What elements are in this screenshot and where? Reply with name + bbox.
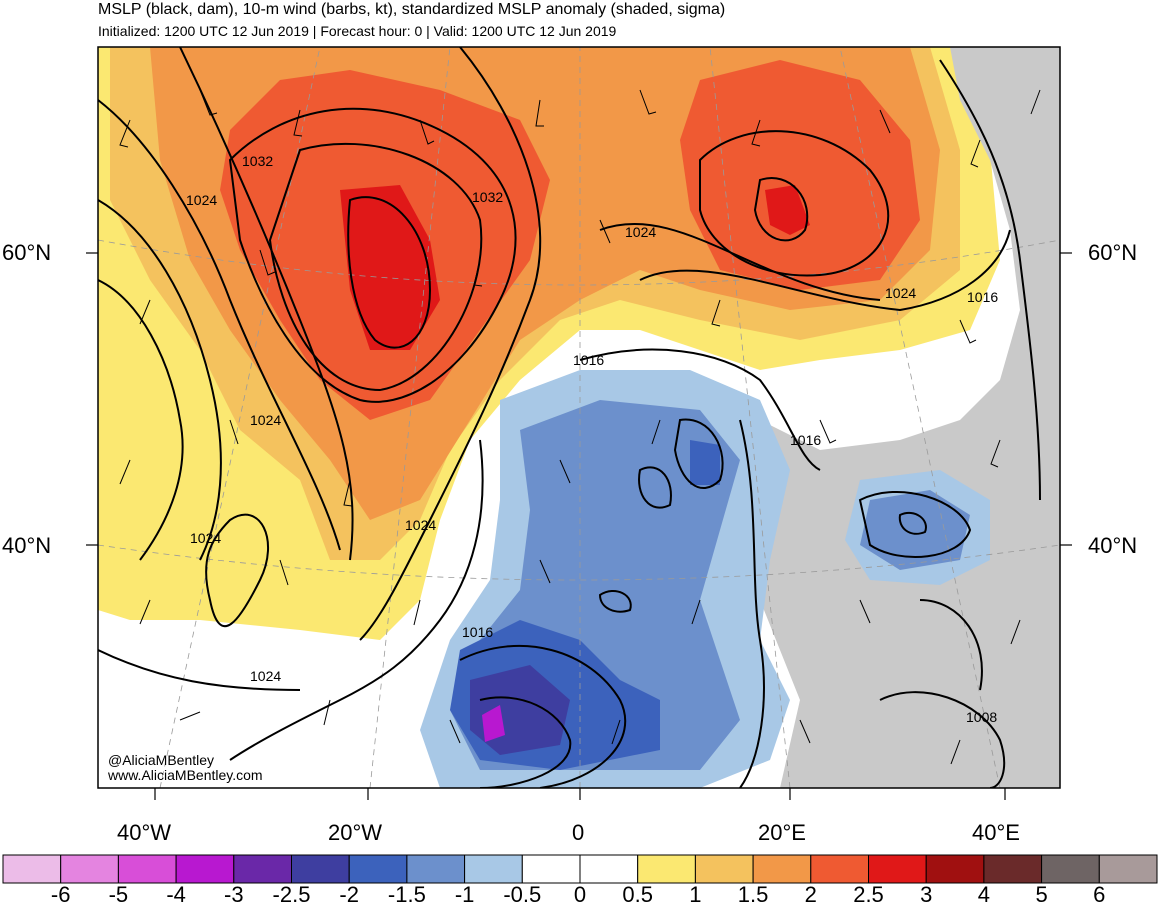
colorbar-swatch <box>694 854 754 884</box>
isobar-label: 1024 <box>625 224 656 240</box>
lon-label-20e: 20°E <box>758 820 806 845</box>
colorbar-swatch <box>291 854 350 884</box>
lat-label-40n-left: 40°N <box>2 533 52 558</box>
isobar-label: 1024 <box>250 412 281 428</box>
colorbar-tick-label: 3 <box>920 882 933 907</box>
map-frame <box>97 46 1061 789</box>
colorbar-tick-label: -6 <box>50 882 71 907</box>
colorbar-swatch <box>1041 854 1100 884</box>
isobar-label: 1024 <box>885 285 916 301</box>
lon-label-0: 0 <box>572 820 585 845</box>
credit-website: www.AliciaMBentley.com <box>108 767 263 783</box>
colorbar-tick-label: 6 <box>1093 882 1106 907</box>
colorbar-tick-label: 1.5 <box>737 882 769 907</box>
colorbar-tick-label: -5 <box>108 882 129 907</box>
credit-handle: @AliciaMBentley <box>108 752 215 768</box>
isobar-label: 1016 <box>967 289 998 305</box>
colorbar-swatch <box>117 854 177 884</box>
colorbar-swatch <box>175 854 235 884</box>
colorbar-tick-label: 0.5 <box>622 882 653 907</box>
map-title: MSLP (black, dam), 10-m wind (barbs, kt)… <box>98 1 726 18</box>
isobar-label: 1024 <box>190 530 221 546</box>
isobar-label: 1024 <box>186 192 217 208</box>
colorbar-swatch <box>233 854 293 884</box>
colorbar-swatch <box>521 854 581 884</box>
colorbar-tick-label: 0 <box>573 882 587 907</box>
isobar-label: 1016 <box>790 432 821 448</box>
colorbar-swatch <box>406 854 466 884</box>
isobar-label: 1016 <box>573 352 604 368</box>
map-subtitle: Initialized: 1200 UTC 12 Jun 2019 | Fore… <box>98 23 617 39</box>
colorbar-swatch <box>2 854 62 884</box>
anomaly-area-red-west <box>340 185 440 350</box>
colorbar-tick-label: -2 <box>339 882 359 907</box>
anomaly-area-red-east <box>765 185 810 235</box>
colorbar-tick-label: 1 <box>689 882 702 907</box>
anomaly-area-redorange-east <box>680 60 920 290</box>
colorbar-tick-label: 5 <box>1035 882 1048 907</box>
colorbar-swatch <box>637 854 696 884</box>
isobar-label: 1032 <box>472 189 503 205</box>
colorbar-tick-label: -2.5 <box>272 882 311 907</box>
colorbar-tick-label: -3 <box>224 882 244 907</box>
colorbar-tick-label: -4 <box>166 882 186 907</box>
colorbar-swatch <box>1098 854 1158 884</box>
anomaly-area-midblue-east <box>860 490 970 570</box>
colorbar-swatch <box>983 854 1043 884</box>
isobar-label: 1008 <box>966 709 997 725</box>
colorbar-tick-label: -1 <box>454 882 475 907</box>
colorbar-tick-label: -1.5 <box>387 882 426 907</box>
colorbar <box>2 854 1158 884</box>
isobars <box>98 47 1041 788</box>
colorbar-swatch <box>464 854 523 884</box>
axis-ticks <box>86 252 1072 800</box>
isobar-label: 1032 <box>242 153 273 169</box>
colorbar-tick-label: 4 <box>977 882 991 907</box>
lon-label-40e: 40°E <box>972 820 1020 845</box>
lat-label-40n-right: 40°N <box>1088 533 1138 558</box>
anomaly-area-blue-north <box>690 440 720 485</box>
lon-label-20w: 20°W <box>328 820 383 845</box>
wind-barbs <box>119 89 1041 765</box>
land-masked-east <box>760 47 1060 788</box>
colorbar-swatch <box>810 854 869 884</box>
colorbar-swatch <box>752 854 812 884</box>
colorbar-swatch <box>868 854 927 884</box>
colorbar-swatch <box>925 854 985 884</box>
colorbar-tick-label: 2 <box>804 882 817 907</box>
colorbar-swatch <box>60 854 119 884</box>
lat-label-60n-right: 60°N <box>1088 240 1138 265</box>
colorbar-tick-label: -0.5 <box>503 882 542 907</box>
colorbar-tick-label: 2.5 <box>853 882 884 907</box>
isobar-label: 1024 <box>405 517 436 533</box>
colorbar-swatch <box>579 854 639 884</box>
lat-label-60n-left: 60°N <box>2 240 52 265</box>
colorbar-swatch <box>348 854 408 884</box>
isobar-label: 1024 <box>250 668 281 684</box>
lon-label-40w: 40°W <box>117 820 172 845</box>
anomaly-area-purple <box>482 705 505 742</box>
isobar-label: 1016 <box>462 624 493 640</box>
